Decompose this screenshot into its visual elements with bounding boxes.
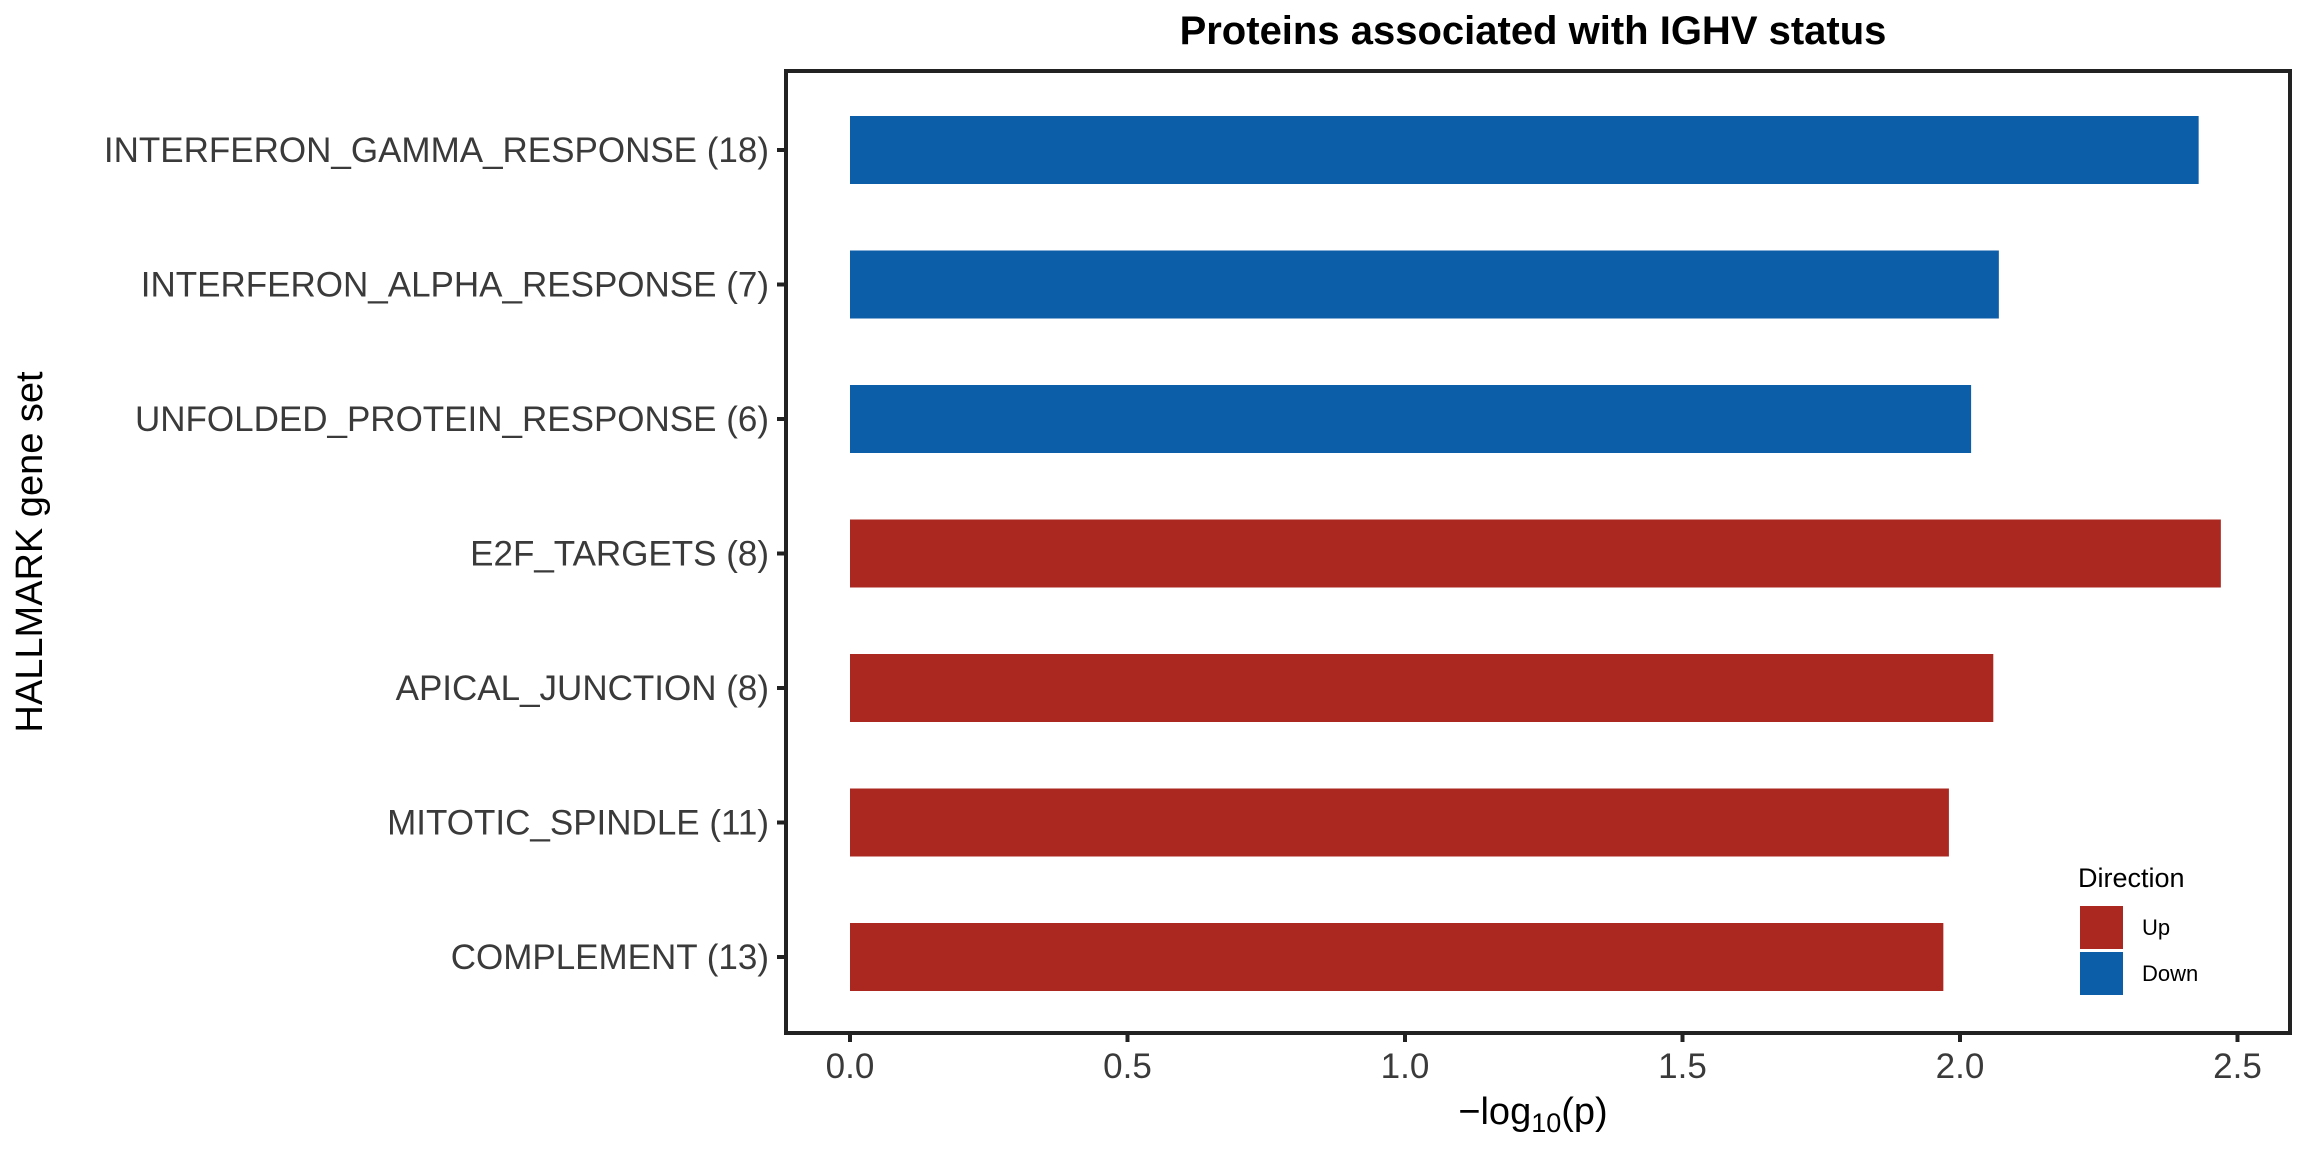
- y-tick-label: E2F_TARGETS (8): [470, 535, 769, 574]
- x-axis-title-subscript: 10: [1531, 1108, 1561, 1138]
- chart-title: Proteins associated with IGHV status: [1180, 9, 1887, 53]
- y-tick-label: APICAL_JUNCTION (8): [396, 669, 769, 708]
- legend-swatch-down: [2080, 952, 2123, 995]
- x-tick-label: 1.5: [1658, 1047, 1707, 1086]
- bar-apical-junction: [850, 654, 1994, 722]
- y-tick-label: COMPLEMENT (13): [451, 938, 769, 977]
- y-tick-label: INTERFERON_GAMMA_RESPONSE (18): [104, 131, 769, 170]
- x-tick-label: 0.5: [1103, 1047, 1152, 1086]
- legend-entries: Up Down: [2080, 906, 2198, 995]
- y-tick-label: MITOTIC_SPINDLE (11): [387, 804, 769, 843]
- x-tick-label: 2.5: [2213, 1047, 2262, 1086]
- y-tick-label: INTERFERON_ALPHA_RESPONSE (7): [141, 266, 769, 305]
- x-tick-label: 2.0: [1936, 1047, 1985, 1086]
- x-axis-title-prefix: −log: [1458, 1091, 1531, 1133]
- legend-swatch-up: [2080, 906, 2123, 949]
- legend: Direction Up Down: [2078, 863, 2198, 995]
- x-tick-label: 1.0: [1381, 1047, 1430, 1086]
- bar-mitotic-spindle: [850, 788, 1949, 857]
- y-axis: INTERFERON_GAMMA_RESPONSE (18) INTERFERON…: [104, 131, 786, 977]
- bars-group: [850, 116, 2221, 991]
- bar-complement: [850, 923, 1944, 991]
- bar-e2f-targets: [850, 519, 2221, 588]
- bar-unfolded-protein-response: [850, 385, 1972, 453]
- x-axis: 0.0 0.5 1.0 1.5 2.0 2.5: [826, 1033, 2262, 1086]
- legend-label-down: Down: [2142, 961, 2198, 986]
- legend-label-up: Up: [2142, 915, 2170, 940]
- x-axis-title: −log10(p): [1458, 1091, 1607, 1138]
- y-tick-label: UNFOLDED_PROTEIN_RESPONSE (6): [135, 400, 769, 439]
- y-axis-title: HALLMARK gene set: [9, 371, 51, 733]
- x-tick-label: 0.0: [826, 1047, 875, 1086]
- x-axis-title-suffix: (p): [1561, 1091, 1607, 1133]
- legend-title: Direction: [2078, 863, 2185, 893]
- bar-interferon-gamma-response: [850, 116, 2199, 184]
- bar-interferon-alpha-response: [850, 250, 1999, 319]
